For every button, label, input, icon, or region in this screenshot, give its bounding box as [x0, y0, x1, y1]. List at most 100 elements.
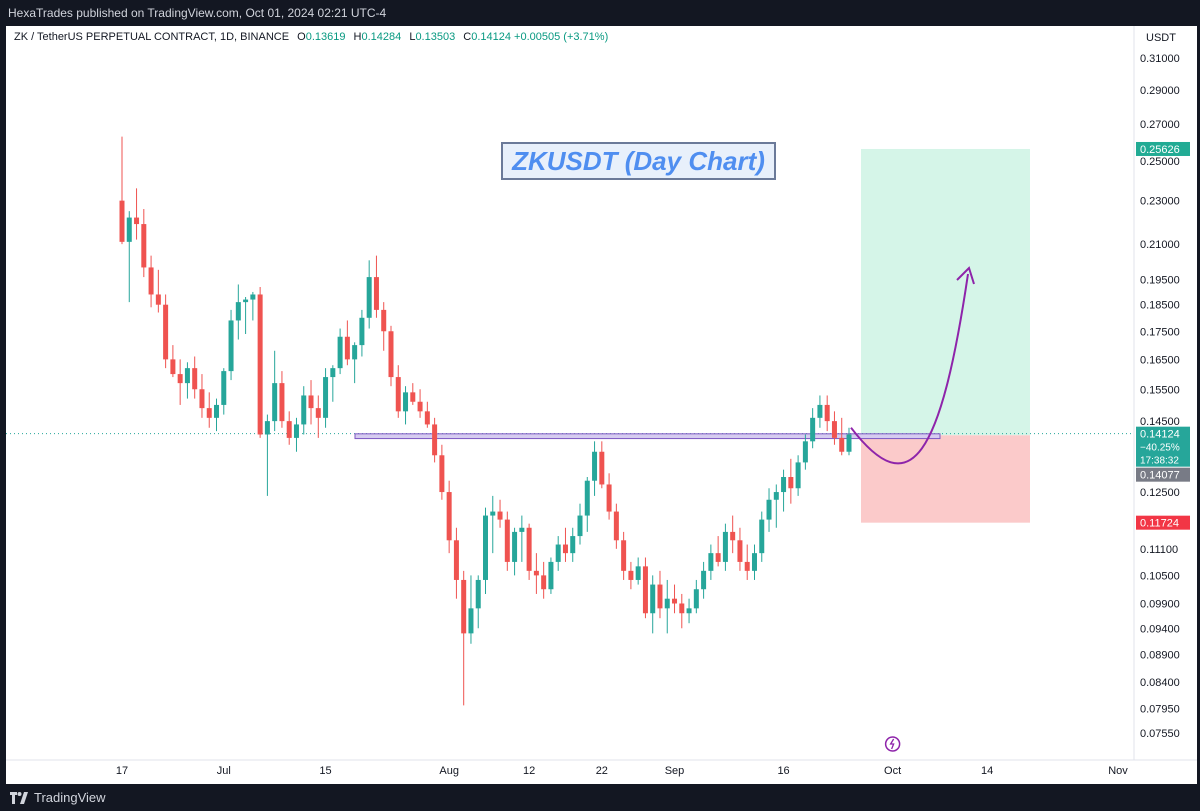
candle-body: [548, 561, 554, 590]
candle-body: [788, 477, 794, 489]
price-tick-label: 0.25000: [1140, 156, 1180, 168]
price-tick-label: 0.15500: [1140, 384, 1180, 396]
close-label: C: [463, 31, 472, 43]
candle-body: [228, 320, 234, 372]
candle-body: [410, 392, 416, 402]
resistance-zone: [354, 433, 941, 440]
price-tick-label: 0.08400: [1140, 677, 1180, 689]
candle-body: [170, 359, 176, 375]
candle-body: [461, 579, 467, 634]
price-tick-label: 0.08900: [1140, 649, 1180, 661]
candle-body: [555, 544, 561, 562]
price-tick-label: 0.31000: [1140, 53, 1180, 65]
candle-body: [432, 424, 438, 456]
open-value: 0.13619: [305, 31, 346, 43]
candle-body: [206, 408, 212, 418]
candle-body: [824, 404, 830, 422]
price-tick-label: 0.10500: [1140, 570, 1180, 582]
candle-body: [221, 371, 227, 405]
low-label: L: [409, 31, 416, 43]
candle-body: [526, 527, 532, 571]
candle-body: [766, 499, 772, 520]
candle-body: [323, 377, 329, 418]
candle-body: [163, 304, 169, 360]
candle-body: [606, 484, 612, 512]
candle-body: [795, 462, 801, 489]
candle-body: [686, 608, 692, 614]
time-tick-label: 12: [523, 765, 535, 777]
candle-body: [301, 395, 307, 425]
chart-panel[interactable]: USDT 0.31000 0.29000 0.27000 0.25000 0.23000 0…: [6, 26, 1197, 784]
candle-body: [257, 294, 263, 435]
high-label: H: [353, 31, 362, 43]
symbol-legend: ZK / TetherUS PERPETUAL CONTRACT, 1D, BI…: [14, 31, 608, 43]
candlestick-chart[interactable]: USDT 0.31000 0.29000 0.27000 0.25000 0.23000 0…: [6, 26, 1197, 784]
candle-body: [373, 277, 379, 310]
candle-body: [264, 421, 270, 435]
chart-annotation-title[interactable]: ZKUSDT (Day Chart): [501, 142, 776, 180]
stop-price-tag-label: 0.11724: [1140, 518, 1179, 530]
price-tick-label: 0.21000: [1140, 239, 1180, 251]
stop-price-tag-bg: [1136, 515, 1190, 530]
time-tick-label: Oct: [884, 765, 901, 777]
change-value: +0.00505 (+3.71%): [514, 31, 609, 43]
candle-body: [693, 589, 699, 609]
candle-body: [293, 424, 299, 438]
candle-body: [672, 598, 678, 604]
candle-body: [504, 519, 510, 562]
tradingview-logo[interactable]: TradingView: [10, 790, 106, 805]
price-axis: USDT 0.31000 0.29000 0.27000 0.25000 0.23000 0…: [1140, 32, 1180, 740]
candle-body: [846, 434, 852, 452]
target-price-tag-bg: [1136, 141, 1190, 156]
candle-body: [424, 411, 430, 425]
candle-body: [744, 561, 750, 571]
symbol-title[interactable]: ZK / TetherUS PERPETUAL CONTRACT, 1D, BI…: [14, 31, 290, 43]
time-axis: 17 Jul 15 Aug 12 22 Sep 16 Oct 14 Nov: [116, 765, 1128, 777]
candle-body: [446, 492, 452, 541]
candle-body: [490, 511, 496, 516]
candle-body: [199, 389, 205, 409]
time-tick-label: Aug: [439, 765, 459, 777]
candle-body: [352, 345, 358, 360]
candle-body: [388, 331, 394, 378]
candle-body: [148, 267, 154, 295]
time-tick-label: 16: [777, 765, 789, 777]
candle-body: [468, 608, 474, 634]
low-value: 0.13503: [415, 31, 456, 43]
projection-arrowhead: [956, 266, 975, 285]
candle-body: [657, 584, 663, 609]
price-tick-label: 0.27000: [1140, 119, 1180, 131]
candle-body: [802, 441, 808, 463]
candle-body: [679, 603, 685, 614]
candle-body: [737, 540, 743, 562]
candle-body: [155, 294, 161, 305]
candle-body: [308, 395, 314, 409]
candle-body: [519, 527, 525, 532]
price-tick-label: 0.14500: [1140, 416, 1180, 428]
price-tick-label: 0.07950: [1140, 703, 1180, 715]
candle-body: [512, 531, 518, 562]
candle-body: [497, 511, 503, 520]
candle-body: [337, 336, 343, 369]
candle-body: [533, 570, 539, 576]
time-tick-label: 14: [981, 765, 993, 777]
time-tick-label: Nov: [1108, 765, 1128, 777]
candle-body: [664, 598, 670, 609]
candle-body: [344, 336, 350, 360]
time-tick-label: 17: [116, 765, 128, 777]
candle-body: [119, 200, 125, 242]
tradingview-icon: [10, 791, 28, 804]
candle-body: [134, 217, 140, 225]
candle-body: [315, 408, 321, 418]
candle-body: [730, 531, 736, 541]
candle-body: [235, 302, 241, 321]
entry-price-tag-bg: [1136, 467, 1190, 482]
candle-body: [592, 451, 598, 481]
time-tick-label: Jul: [217, 765, 231, 777]
candle-body: [635, 566, 641, 580]
candle-body: [279, 383, 285, 422]
candle-body: [286, 421, 292, 438]
price-tick-label: 0.11100: [1140, 544, 1178, 556]
current-pct-label: −40.25%: [1140, 443, 1180, 454]
publish-line: HexaTrades published on TradingView.com,…: [8, 6, 387, 20]
